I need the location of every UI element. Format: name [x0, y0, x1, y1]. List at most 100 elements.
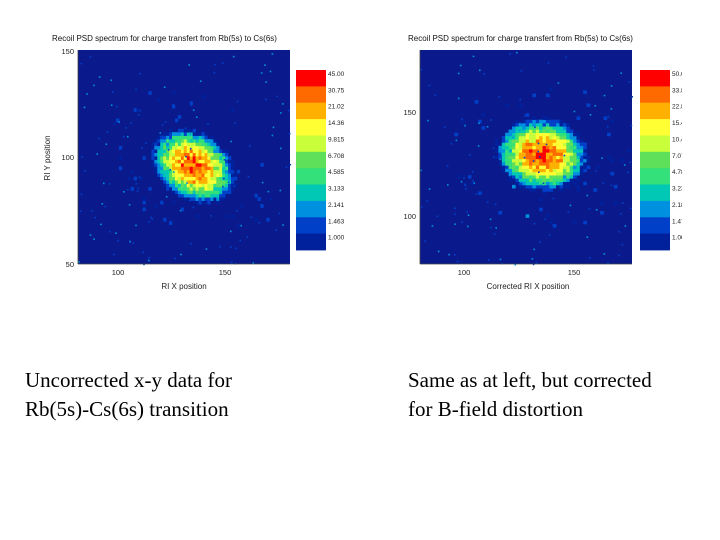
heatmap-cell: [148, 91, 152, 95]
heatmap-cell: [199, 80, 202, 82]
heatmap-cell: [236, 210, 238, 212]
heatmap-cell: [545, 126, 550, 130]
heatmap-cell: [160, 149, 164, 154]
heatmap-cell: [535, 129, 540, 134]
heatmap-cell: [160, 200, 164, 205]
heatmap-cell: [189, 147, 192, 150]
heatmap-cell: [183, 145, 188, 150]
heatmap-cell: [505, 165, 509, 169]
right-caption-line: Same as at left, but corrected: [408, 368, 652, 392]
heatmap-cell: [98, 76, 101, 78]
heatmap-cell: [163, 145, 167, 150]
heatmap-cell: [505, 103, 509, 107]
heatmap-cell: [201, 193, 205, 198]
heatmap-cell: [213, 145, 217, 150]
heatmap-cell: [258, 221, 261, 224]
heatmap-cell: [126, 188, 129, 191]
heatmap-cell: [230, 261, 233, 264]
heatmap-cell: [508, 129, 513, 134]
heatmap-cell: [556, 142, 560, 147]
heatmap-cell: [201, 149, 205, 154]
colorbar-swatch: [640, 184, 670, 202]
heatmap-cell: [501, 162, 506, 166]
y-axis-label: RI Y position: [43, 135, 52, 180]
heatmap-cell: [271, 134, 274, 137]
heatmap-cell: [180, 128, 185, 133]
heatmap-cell: [563, 154, 566, 157]
heatmap-cell: [610, 108, 613, 110]
heatmap-cell: [562, 175, 567, 179]
heatmap-cell: [501, 155, 506, 160]
heatmap-cell: [498, 162, 503, 166]
heatmap-cell: [180, 180, 185, 184]
heatmap-cell: [539, 119, 543, 124]
heatmap-cell: [610, 184, 613, 187]
heatmap-cell: [186, 169, 191, 174]
heatmap-cell: [183, 159, 188, 164]
heatmap-cell: [190, 104, 193, 106]
heatmap-cell: [522, 139, 526, 143]
heatmap-cell: [175, 173, 179, 178]
heatmap-cell: [535, 155, 540, 160]
heatmap-cell: [515, 145, 520, 150]
colorbar-label: 6.708: [328, 153, 345, 160]
heatmap-cell: [532, 136, 537, 140]
heatmap-cell: [542, 119, 547, 124]
heatmap-cell: [201, 169, 205, 174]
heatmap-cell: [201, 152, 205, 157]
heatmap-cell: [189, 180, 193, 184]
heatmap-cell: [222, 173, 226, 178]
heatmap-cell: [100, 223, 102, 226]
heatmap-cell: [576, 152, 581, 156]
heatmap-cell: [495, 155, 499, 160]
heatmap-cell: [135, 183, 138, 185]
heatmap-cell: [219, 176, 223, 181]
heatmap-cell: [579, 165, 584, 169]
heatmap-cell: [548, 234, 551, 236]
heatmap-cell: [205, 248, 208, 250]
colorbar-swatch: [296, 233, 326, 251]
heatmap-cell: [183, 163, 188, 167]
heatmap-cell: [539, 171, 543, 176]
heatmap-cell: [213, 139, 217, 143]
heatmap-cell: [195, 163, 199, 167]
heatmap-cell: [189, 183, 193, 188]
heatmap-cell: [93, 238, 95, 240]
heatmap-cell: [136, 108, 140, 112]
heatmap-cell: [228, 163, 232, 167]
heatmap-cell: [525, 171, 530, 176]
heatmap-cell: [525, 168, 530, 173]
heatmap-cell: [455, 139, 458, 142]
heatmap-cell: [189, 101, 193, 106]
heatmap-cell: [467, 175, 472, 179]
heatmap-cell: [535, 126, 540, 130]
heatmap-cell: [216, 190, 220, 195]
heatmap-cell: [175, 190, 179, 195]
heatmap-cell: [136, 190, 139, 192]
heatmap-cell: [532, 171, 537, 176]
heatmap-cell: [225, 163, 229, 167]
heatmap-cell: [515, 132, 520, 137]
heatmap-cell: [630, 124, 633, 127]
heatmap-cell: [535, 136, 540, 140]
heatmap-cell: [177, 149, 182, 154]
heatmap-cell: [529, 152, 533, 156]
heatmap-cell: [552, 162, 557, 166]
heatmap-cell: [529, 132, 533, 137]
heatmap-cell: [186, 187, 191, 191]
heatmap-cell: [576, 136, 581, 140]
heatmap-cell: [151, 218, 154, 220]
heatmap-cell: [172, 149, 176, 154]
heatmap-cell: [157, 145, 161, 150]
heatmap-cell: [448, 253, 450, 256]
heatmap-cell: [231, 169, 235, 174]
heatmap-cell: [163, 169, 167, 174]
heatmap-cell: [579, 145, 584, 150]
heatmap-cell: [198, 166, 202, 171]
heatmap-cell: [481, 113, 486, 117]
heatmap-cell: [186, 183, 191, 188]
heatmap-cell: [195, 173, 199, 178]
heatmap-cell: [96, 153, 98, 155]
heatmap-cell: [505, 132, 509, 137]
heatmap-cell: [195, 142, 199, 147]
